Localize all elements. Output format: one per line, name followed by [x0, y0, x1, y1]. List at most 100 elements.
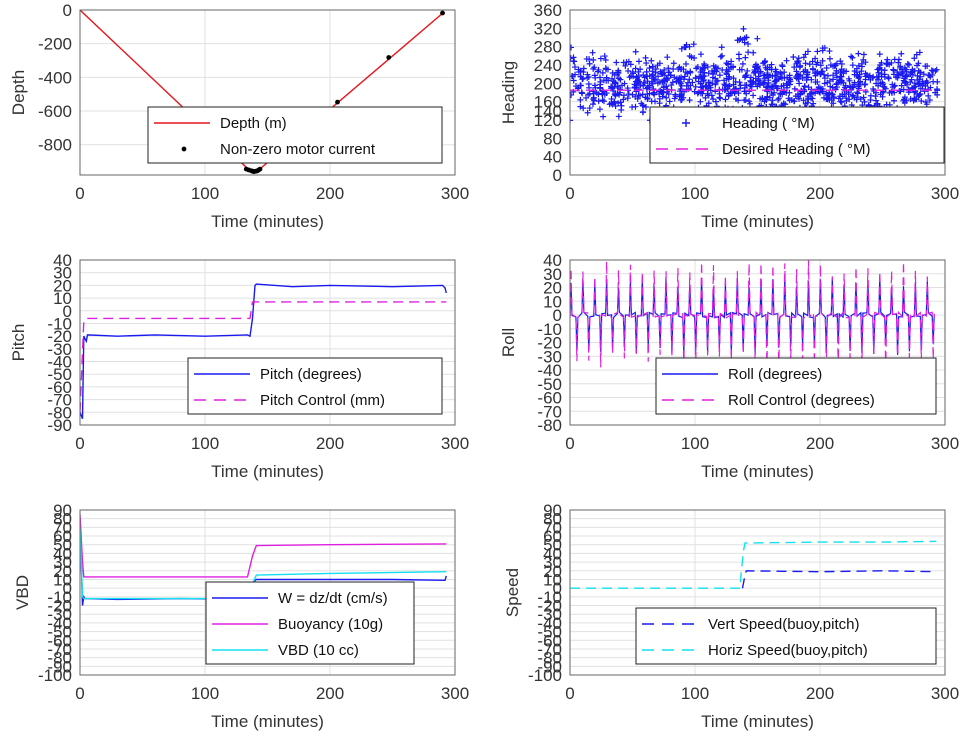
data-point	[837, 58, 844, 65]
data-point	[650, 75, 657, 82]
data-point	[823, 64, 830, 71]
legend-entry: Depth (m)	[220, 115, 287, 132]
data-point	[860, 56, 867, 63]
x-tick-label: 100	[191, 684, 219, 703]
data-point	[773, 76, 780, 83]
data-point	[649, 63, 656, 70]
data-point	[697, 98, 704, 105]
x-tick-label: 100	[191, 184, 219, 203]
data-point	[862, 73, 869, 80]
data-point	[678, 82, 685, 89]
y-tick-label: -60	[47, 378, 72, 397]
data-point	[620, 92, 627, 99]
data-point	[640, 71, 647, 78]
data-point	[917, 90, 924, 97]
data-point	[848, 53, 855, 60]
data-point	[836, 93, 843, 100]
data-point	[670, 60, 677, 67]
chart-roll: 0 100 200 300-80-70-60-50-40-30-20-10010203…	[499, 251, 959, 481]
data-point	[667, 72, 674, 79]
data-point	[765, 74, 772, 81]
data-point	[575, 66, 582, 73]
data-point	[570, 55, 574, 62]
data-point	[879, 93, 886, 100]
data-point	[693, 65, 700, 72]
y-tick-label: 10	[53, 289, 72, 308]
x-tick-label: 0	[565, 184, 574, 203]
data-point	[843, 97, 850, 104]
data-point	[832, 70, 839, 77]
y-tick-label: -60	[537, 389, 562, 408]
data-point	[897, 63, 904, 70]
data-point	[730, 64, 737, 71]
data-point	[757, 68, 764, 75]
data-point	[817, 62, 824, 69]
legend-entry: Heading ( °M)	[722, 115, 815, 132]
plot-frame	[79, 509, 456, 676]
data-point	[670, 65, 677, 72]
data-point	[615, 113, 622, 120]
data-point	[660, 89, 667, 96]
data-point	[644, 78, 651, 85]
data-point	[741, 84, 748, 91]
data-point	[883, 60, 890, 67]
series-vbd-1	[80, 514, 447, 578]
data-point	[570, 44, 575, 51]
data-point	[885, 75, 892, 82]
data-point	[845, 91, 852, 98]
y-tick-label: 0	[553, 306, 562, 325]
data-point	[603, 66, 610, 73]
x-tick-label: 100	[681, 684, 709, 703]
x-tick-label: 300	[441, 184, 469, 203]
data-point	[609, 75, 616, 82]
data-point	[901, 94, 908, 101]
data-point	[925, 92, 932, 99]
data-point	[666, 98, 673, 105]
y-tick-label: -30	[47, 340, 72, 359]
data-point	[913, 51, 920, 58]
data-point	[755, 73, 762, 80]
data-point	[705, 92, 712, 99]
data-point	[891, 97, 898, 104]
data-point	[664, 76, 671, 83]
x-tick-label: 0	[75, 184, 84, 203]
data-point	[827, 62, 834, 69]
data-point	[903, 73, 910, 80]
data-point	[590, 96, 597, 103]
data-point	[612, 80, 619, 87]
data-point	[716, 90, 723, 97]
y-tick-label: 240	[534, 56, 562, 75]
data-point	[646, 90, 653, 97]
data-point	[702, 83, 709, 90]
data-point	[580, 65, 587, 72]
y-tick-label: -50	[537, 623, 562, 642]
data-point	[742, 54, 749, 61]
y-tick-label: 0	[553, 166, 562, 185]
data-point	[846, 77, 853, 84]
x-tick-label: 0	[565, 434, 574, 453]
data-point	[643, 73, 650, 80]
data-point	[770, 91, 777, 98]
data-point	[833, 74, 840, 81]
data-point	[701, 62, 708, 69]
y-tick-label: 70	[53, 518, 72, 537]
data-point	[743, 34, 750, 41]
y-tick-label: 30	[53, 264, 72, 283]
data-point	[915, 60, 922, 67]
data-point	[704, 63, 711, 70]
data-point	[857, 79, 864, 86]
data-point	[925, 86, 932, 93]
data-point	[879, 79, 886, 86]
data-point	[646, 65, 653, 72]
data-point	[703, 83, 710, 90]
y-tick-label: 160	[534, 93, 562, 112]
data-point	[719, 86, 726, 93]
data-point	[906, 61, 913, 68]
data-point	[786, 74, 793, 81]
data-point	[611, 79, 618, 86]
data-point	[717, 53, 724, 60]
data-point	[898, 50, 905, 57]
y-tick-label: 20	[53, 276, 72, 295]
data-point	[804, 74, 811, 81]
data-point	[676, 78, 683, 85]
